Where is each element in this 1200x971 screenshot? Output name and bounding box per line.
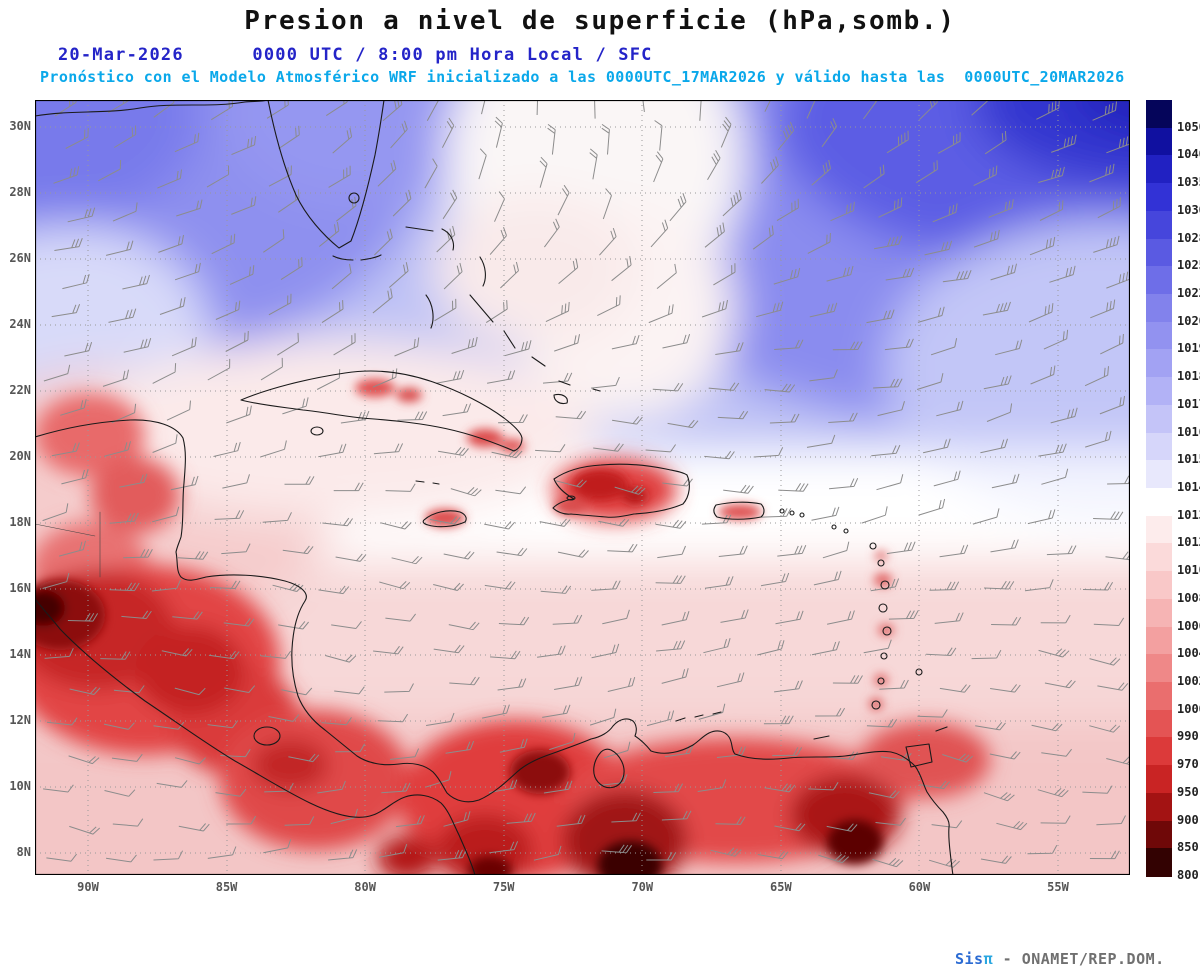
- watermark-credit: - ONAMET/REP.DOM.: [993, 949, 1165, 968]
- colorbar-segment: [1146, 321, 1172, 351]
- colorbar-level-label: 1016: [1177, 424, 1200, 439]
- colorbar-level-label: 1018: [1177, 369, 1200, 384]
- colorbar-segment: [1146, 765, 1172, 794]
- lat-tick-label: 20N: [9, 449, 31, 463]
- colorbar-level-label: 1035: [1177, 175, 1200, 190]
- colorbar-level-label: 1022: [1177, 286, 1200, 300]
- lat-tick-label: 28N: [9, 185, 31, 199]
- pressure-field: [35, 100, 1130, 875]
- colorbar-level-label: 990: [1177, 729, 1199, 744]
- lon-tick-label: 60W: [908, 880, 931, 894]
- lon-tick-label: 85W: [215, 880, 238, 894]
- colorbar-segment: [1146, 598, 1172, 628]
- watermark: Sis π - ONAMET/REP.DOM.: [948, 946, 1164, 971]
- colorbar-level-label: 1019: [1177, 341, 1200, 356]
- colorbar-level-label: 1010: [1177, 563, 1200, 578]
- colorbar-segment: [1146, 294, 1172, 323]
- valid-time-line: 20-Mar-2026 0000 UTC / 8:00 pm Hora Loca…: [58, 45, 653, 65]
- colorbar-segment: [1146, 432, 1172, 461]
- colorbar-level-label: 950: [1177, 784, 1199, 799]
- colorbar: 1050 1040 1035 1030 1028 1025 1022 1020 1019 1018…: [1146, 100, 1200, 882]
- colorbar-segment: [1146, 848, 1172, 877]
- lon-tick-label: 80W: [354, 880, 376, 894]
- model-info-line: Pronóstico con el Modelo Atmosférico WRF…: [40, 68, 1125, 86]
- watermark-sis: Sis: [955, 949, 984, 968]
- colorbar-segment: [1146, 682, 1172, 711]
- chart-title: Presion a nivel de superficie (hPa,somb.…: [244, 6, 956, 36]
- colorbar-segment: [1146, 571, 1172, 600]
- wind-barbs: [42, 81, 1138, 868]
- lon-tick-label: 70W: [631, 880, 654, 894]
- lat-tick-label: 10N: [9, 779, 31, 793]
- lat-tick-label: 30N: [9, 119, 31, 133]
- colorbar-segment: [1146, 404, 1172, 434]
- colorbar-level-label: 1012: [1177, 535, 1200, 550]
- colorbar-segment: [1146, 377, 1172, 406]
- colorbar-segment: [1146, 238, 1172, 267]
- colorbar-segment: [1146, 155, 1172, 184]
- lat-tick-label: 18N: [9, 515, 31, 529]
- colorbar-level-label: 1030: [1177, 202, 1200, 217]
- colorbar-segment: [1146, 127, 1172, 157]
- colorbar-segment: [1146, 709, 1172, 739]
- lat-tick-label: 8N: [16, 845, 31, 859]
- colorbar-level-label: 970: [1177, 757, 1199, 772]
- lat-tick-label: 22N: [9, 383, 31, 397]
- lat-tick-label: 14N: [9, 647, 31, 661]
- colorbar-segment: [1146, 737, 1172, 766]
- colorbar-level-label: 1040: [1177, 147, 1200, 162]
- colorbar-segment: [1146, 460, 1172, 489]
- colorbar-level-label: 1028: [1177, 230, 1200, 245]
- colorbar-level-label: 1020: [1177, 313, 1200, 328]
- colorbar-segment: [1146, 349, 1172, 378]
- colorbar-level-label: 900: [1177, 812, 1199, 827]
- colorbar-segment: [1146, 210, 1172, 240]
- colorbar-segment: [1146, 820, 1172, 849]
- lat-tick-label: 12N: [9, 713, 31, 727]
- colorbar-level-label: 1008: [1177, 590, 1200, 605]
- colorbar-level-label: 1017: [1177, 396, 1200, 411]
- watermark-pi-icon: π: [983, 949, 994, 968]
- lon-tick-label: 65W: [770, 880, 792, 894]
- colorbar-segment: [1146, 654, 1172, 683]
- colorbar-segment: [1146, 792, 1172, 822]
- colorbar-level-label: 1002: [1177, 674, 1200, 688]
- colorbar-level-label: 1015: [1177, 452, 1200, 467]
- colorbar-level-label: 1014: [1177, 480, 1200, 494]
- colorbar-segment: [1146, 488, 1172, 517]
- map-area: Sis π - ONAMET/REP.DOM.: [34, 81, 1164, 971]
- colorbar-level-label: 800: [1177, 868, 1199, 882]
- colorbar-level-label: 1004: [1177, 646, 1200, 661]
- lon-tick-label: 90W: [77, 880, 99, 894]
- lon-tick-label: 75W: [492, 880, 515, 894]
- lon-tick-label: 55W: [1047, 880, 1069, 894]
- colorbar-segment: [1146, 100, 1172, 129]
- lat-tick-label: 24N: [9, 317, 31, 331]
- pressure-map: [34, 81, 1138, 876]
- colorbar-segment: [1146, 543, 1172, 572]
- map-border: [34, 99, 1131, 876]
- colorbar-level-label: 850: [1177, 840, 1199, 855]
- lat-tick-label: 26N: [9, 251, 31, 265]
- colorbar-level-label: 1006: [1177, 618, 1200, 633]
- lat-tick-label: 16N: [9, 581, 31, 595]
- coastlines: [34, 99, 954, 876]
- colorbar-segment: [1146, 515, 1172, 545]
- colorbar-level-label: 1013: [1177, 507, 1200, 522]
- colorbar-segment: [1146, 626, 1172, 655]
- colorbar-segment: [1146, 266, 1172, 295]
- colorbar-level-label: 1050: [1177, 119, 1200, 134]
- colorbar-level-label: 1000: [1177, 701, 1200, 716]
- colorbar-segment: [1146, 183, 1172, 212]
- colorbar-level-label: 1025: [1177, 258, 1200, 273]
